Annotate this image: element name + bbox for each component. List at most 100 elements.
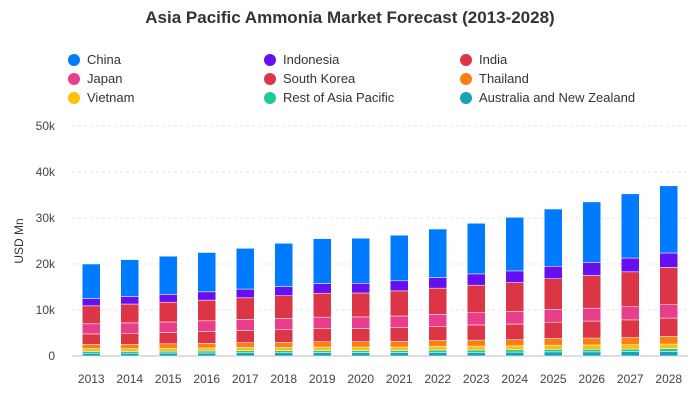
bar-segment-vietnam-2016[interactable] bbox=[197, 347, 216, 352]
bar-segment-india-2016[interactable] bbox=[197, 299, 216, 322]
bar-segment-indonesia-2013[interactable] bbox=[82, 298, 101, 307]
bar-segment-india-2021[interactable] bbox=[390, 290, 409, 317]
bar-segment-vietnam-2021[interactable] bbox=[390, 346, 409, 351]
legend-item-india[interactable]: India bbox=[460, 52, 507, 67]
bar-segment-india-2014[interactable] bbox=[120, 303, 139, 324]
bar-segment-india-2028[interactable] bbox=[659, 267, 678, 305]
bar-segment-japan-2014[interactable] bbox=[120, 322, 139, 334]
bar-segment-australia-and-new-zealand-2026[interactable] bbox=[582, 351, 601, 357]
bar-segment-south-korea-2020[interactable] bbox=[351, 328, 370, 342]
bar-segment-india-2013[interactable] bbox=[82, 305, 101, 325]
bar-segment-vietnam-2026[interactable] bbox=[582, 344, 601, 350]
bar-segment-south-korea-2025[interactable] bbox=[544, 321, 563, 339]
bar-segment-south-korea-2027[interactable] bbox=[621, 319, 640, 338]
bar-segment-india-2019[interactable] bbox=[313, 292, 332, 318]
bar-segment-rest-of-asia-pacific-2026[interactable] bbox=[582, 349, 601, 353]
bar-segment-thailand-2025[interactable] bbox=[544, 338, 563, 346]
bar-segment-japan-2026[interactable] bbox=[582, 307, 601, 322]
bar-segment-australia-and-new-zealand-2023[interactable] bbox=[467, 352, 486, 357]
bar-segment-australia-and-new-zealand-2020[interactable] bbox=[351, 352, 370, 357]
bar-segment-australia-and-new-zealand-2028[interactable] bbox=[659, 351, 678, 357]
bar-segment-rest-of-asia-pacific-2016[interactable] bbox=[197, 350, 216, 354]
bar-segment-australia-and-new-zealand-2013[interactable] bbox=[82, 352, 101, 357]
bar-segment-australia-and-new-zealand-2025[interactable] bbox=[544, 351, 563, 357]
bar-segment-vietnam-2019[interactable] bbox=[313, 346, 332, 351]
bar-segment-india-2023[interactable] bbox=[467, 284, 486, 314]
bar-segment-indonesia-2028[interactable] bbox=[659, 252, 678, 268]
bar-segment-australia-and-new-zealand-2021[interactable] bbox=[390, 352, 409, 357]
bar-segment-rest-of-asia-pacific-2025[interactable] bbox=[544, 349, 563, 353]
bar-segment-china-2026[interactable] bbox=[582, 201, 601, 263]
bar-segment-japan-2015[interactable] bbox=[159, 321, 178, 333]
bar-segment-indonesia-2020[interactable] bbox=[351, 283, 370, 294]
bar-segment-japan-2020[interactable] bbox=[351, 316, 370, 329]
bar-segment-india-2015[interactable] bbox=[159, 301, 178, 323]
bar-segment-australia-and-new-zealand-2027[interactable] bbox=[621, 351, 640, 357]
legend-item-china[interactable]: China bbox=[68, 52, 121, 67]
bar-segment-rest-of-asia-pacific-2014[interactable] bbox=[120, 351, 139, 354]
bar-segment-china-2027[interactable] bbox=[621, 193, 640, 259]
bar-segment-indonesia-2018[interactable] bbox=[274, 286, 293, 296]
bar-segment-south-korea-2023[interactable] bbox=[467, 324, 486, 341]
bar-segment-thailand-2024[interactable] bbox=[505, 339, 524, 347]
bar-segment-australia-and-new-zealand-2022[interactable] bbox=[428, 352, 447, 357]
bar-segment-china-2018[interactable] bbox=[274, 243, 293, 287]
bar-segment-vietnam-2013[interactable] bbox=[82, 348, 101, 352]
bar-segment-india-2025[interactable] bbox=[544, 278, 563, 310]
bar-segment-indonesia-2021[interactable] bbox=[390, 280, 409, 292]
legend-item-thailand[interactable]: Thailand bbox=[460, 71, 529, 86]
bar-segment-china-2015[interactable] bbox=[159, 255, 178, 295]
bar-segment-rest-of-asia-pacific-2017[interactable] bbox=[236, 350, 255, 354]
bar-segment-china-2017[interactable] bbox=[236, 248, 255, 290]
bar-segment-thailand-2022[interactable] bbox=[428, 340, 447, 347]
bar-segment-thailand-2015[interactable] bbox=[159, 343, 178, 349]
bar-segment-rest-of-asia-pacific-2018[interactable] bbox=[274, 350, 293, 354]
bar-segment-indonesia-2025[interactable] bbox=[544, 266, 563, 279]
bar-segment-china-2023[interactable] bbox=[467, 223, 486, 275]
bar-segment-thailand-2026[interactable] bbox=[582, 337, 601, 346]
bar-segment-india-2018[interactable] bbox=[274, 295, 293, 319]
bar-segment-china-2021[interactable] bbox=[390, 235, 409, 282]
bar-segment-vietnam-2023[interactable] bbox=[467, 345, 486, 351]
bar-segment-china-2024[interactable] bbox=[505, 217, 524, 272]
bar-segment-india-2024[interactable] bbox=[505, 282, 524, 312]
bar-segment-indonesia-2022[interactable] bbox=[428, 277, 447, 289]
bar-segment-indonesia-2024[interactable] bbox=[505, 270, 524, 283]
legend-item-south-korea[interactable]: South Korea bbox=[264, 71, 355, 86]
bar-segment-indonesia-2027[interactable] bbox=[621, 257, 640, 273]
bar-segment-rest-of-asia-pacific-2023[interactable] bbox=[467, 349, 486, 353]
bar-segment-south-korea-2028[interactable] bbox=[659, 317, 678, 337]
bar-segment-india-2022[interactable] bbox=[428, 287, 447, 315]
bar-segment-thailand-2013[interactable] bbox=[82, 344, 101, 349]
bar-segment-australia-and-new-zealand-2019[interactable] bbox=[313, 352, 332, 357]
bar-segment-japan-2017[interactable] bbox=[236, 319, 255, 331]
bar-segment-rest-of-asia-pacific-2028[interactable] bbox=[659, 348, 678, 352]
bar-segment-indonesia-2019[interactable] bbox=[313, 283, 332, 294]
bar-segment-vietnam-2028[interactable] bbox=[659, 343, 678, 349]
bar-segment-thailand-2020[interactable] bbox=[351, 341, 370, 348]
bar-segment-vietnam-2025[interactable] bbox=[544, 344, 563, 350]
bar-segment-rest-of-asia-pacific-2020[interactable] bbox=[351, 350, 370, 353]
bar-segment-south-korea-2014[interactable] bbox=[120, 332, 139, 345]
legend-item-japan[interactable]: Japan bbox=[68, 71, 122, 86]
bar-segment-south-korea-2024[interactable] bbox=[505, 323, 524, 340]
bar-segment-japan-2022[interactable] bbox=[428, 314, 447, 327]
bar-segment-vietnam-2027[interactable] bbox=[621, 344, 640, 350]
bar-segment-rest-of-asia-pacific-2019[interactable] bbox=[313, 350, 332, 353]
bar-segment-rest-of-asia-pacific-2015[interactable] bbox=[159, 350, 178, 354]
bar-segment-rest-of-asia-pacific-2013[interactable] bbox=[82, 351, 101, 354]
legend-item-australia-and-new-zealand[interactable]: Australia and New Zealand bbox=[460, 90, 635, 105]
bar-segment-thailand-2019[interactable] bbox=[313, 341, 332, 348]
bar-segment-south-korea-2026[interactable] bbox=[582, 320, 601, 339]
bar-segment-australia-and-new-zealand-2017[interactable] bbox=[236, 352, 255, 357]
bar-segment-vietnam-2017[interactable] bbox=[236, 347, 255, 351]
bar-segment-india-2020[interactable] bbox=[351, 292, 370, 318]
bar-segment-australia-and-new-zealand-2016[interactable] bbox=[197, 352, 216, 357]
bar-segment-japan-2027[interactable] bbox=[621, 306, 640, 321]
bar-segment-india-2017[interactable] bbox=[236, 297, 255, 320]
bar-segment-china-2022[interactable] bbox=[428, 228, 447, 278]
bar-segment-south-korea-2016[interactable] bbox=[197, 331, 216, 344]
bar-segment-thailand-2023[interactable] bbox=[467, 339, 486, 347]
bar-segment-japan-2018[interactable] bbox=[274, 318, 293, 331]
bar-segment-vietnam-2020[interactable] bbox=[351, 346, 370, 351]
